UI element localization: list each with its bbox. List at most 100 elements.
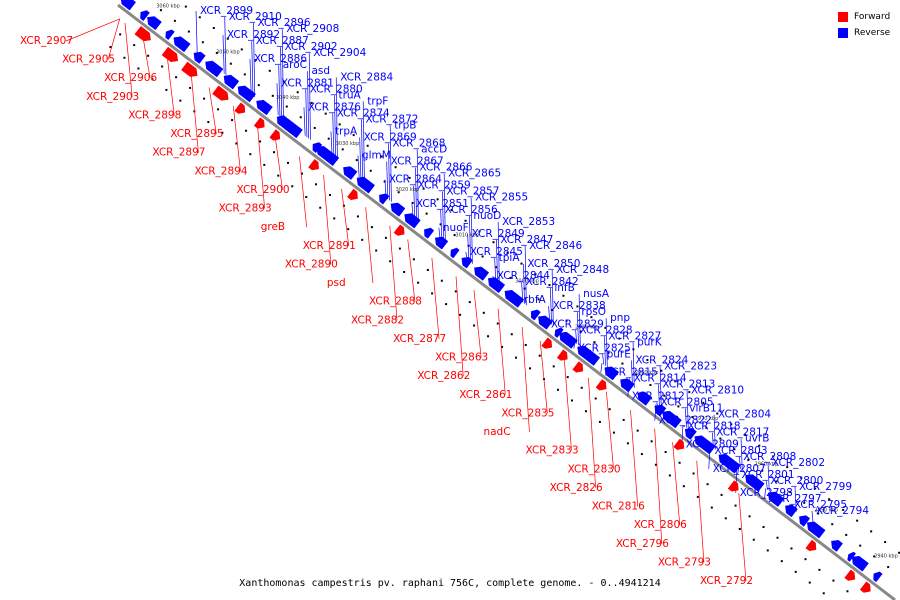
track-dot	[772, 455, 775, 458]
track-dot	[646, 358, 649, 361]
track-dot	[710, 506, 713, 509]
track-dot	[119, 33, 122, 36]
reverse-gene-label: XCR_2812	[632, 391, 685, 403]
track-dot	[814, 487, 817, 490]
leader-line	[389, 125, 392, 202]
forward-gene-label: nadC	[483, 426, 510, 438]
reverse-gene-label: XCR_2884	[340, 71, 393, 83]
track-dot	[198, 16, 201, 19]
track-dot	[579, 330, 582, 333]
reverse-gene-label: rpsO	[581, 306, 606, 318]
track-dot	[109, 46, 112, 49]
track-dot	[259, 140, 262, 143]
reverse-gene-label: XCR_2801	[742, 469, 795, 481]
scale-tick-label: 3040 kbp	[276, 95, 300, 101]
leader-line	[431, 257, 440, 339]
reverse-gene-label: XCR_2865	[448, 168, 501, 180]
reverse-gene-label: XCR_2881	[281, 77, 334, 89]
scale-tick-label: 2990 kbp	[575, 324, 599, 330]
track-dot	[257, 84, 260, 87]
track-dot	[538, 354, 541, 357]
reverse-gene-label: XCR_2842	[526, 276, 579, 288]
track-dot	[341, 148, 344, 151]
track-dot	[719, 437, 722, 440]
track-dot	[548, 284, 551, 287]
track-dot	[534, 273, 537, 276]
track-dot	[752, 538, 755, 541]
track-dot	[221, 131, 224, 134]
track-dot	[618, 337, 621, 340]
track-dot	[478, 230, 481, 233]
scale-tick-label: 3020 kbp	[396, 187, 420, 193]
forward-gene	[595, 379, 607, 391]
track-dot	[786, 466, 789, 469]
reverse-gene-label: XCR_2850	[527, 258, 580, 270]
forward-gene	[572, 361, 584, 373]
track-dot	[598, 420, 601, 423]
reverse-gene-label: asd	[311, 65, 330, 77]
forward-gene-label: XCR_2890	[285, 258, 338, 270]
leader-line	[659, 366, 662, 409]
forward-swatch	[838, 12, 848, 22]
tick-layer: 2940 kbp 2950 kbp 2960 kbp 2970 kbp 2980 kbp…	[156, 4, 898, 560]
reverse-gene	[121, 0, 137, 11]
legend-reverse-label: Reverse	[854, 28, 891, 38]
leader-line	[713, 414, 716, 450]
track-dot	[552, 365, 555, 368]
reverse-gene-label: rbfA	[524, 294, 547, 306]
leader-line	[251, 41, 254, 96]
reverse-gene-label: XCR_2864	[389, 174, 442, 186]
leader-line	[341, 188, 350, 246]
track-dot	[268, 69, 271, 72]
track-dot	[249, 153, 252, 156]
leader-line	[738, 456, 741, 470]
reverse-gene	[237, 85, 257, 103]
reverse-gene-label: XCR_2845	[470, 246, 523, 258]
forward-gene	[859, 581, 871, 593]
scale-tick-label: 3000 kbp	[515, 278, 539, 284]
leader-line	[443, 173, 446, 244]
leader-line	[497, 308, 506, 395]
track-dot	[803, 501, 806, 504]
leader-line	[357, 155, 360, 178]
reverse-gene-label: XCR_2825	[578, 342, 631, 354]
forward-gene-label: XCR_2816	[592, 501, 645, 513]
leader-line	[632, 342, 635, 388]
leader-line	[606, 391, 614, 470]
forward-gene-label: XCR_2806	[634, 519, 687, 531]
forward-gene-label: XCR_2835	[501, 407, 554, 419]
track-dot	[482, 311, 485, 314]
track-dot	[229, 62, 232, 65]
track-dot	[640, 453, 643, 456]
track-dot	[898, 551, 900, 554]
track-dot	[426, 268, 429, 271]
reverse-gene-label: nusA	[583, 288, 610, 300]
track-dot	[375, 249, 378, 252]
scale-tick-label: 2960 kbp	[755, 462, 779, 468]
track-dot	[604, 326, 607, 329]
reverse-gene	[694, 435, 716, 455]
track-dot	[663, 394, 666, 397]
scale-tick-label: 2970 kbp	[695, 416, 719, 422]
track-dot	[137, 67, 140, 70]
track-dot	[492, 241, 495, 244]
track-dot	[291, 185, 294, 188]
leader-line	[588, 377, 597, 488]
track-dot	[286, 161, 289, 164]
leader-line	[224, 17, 227, 76]
track-dot	[245, 129, 248, 132]
leader-line	[208, 87, 217, 135]
leader-line	[335, 77, 338, 161]
track-dot	[818, 568, 821, 571]
track-dot	[566, 376, 569, 379]
reverse-gene-label: XCR_2848	[556, 264, 609, 276]
leader-line	[278, 65, 281, 117]
track-dot	[459, 313, 462, 316]
forward-gene	[393, 224, 405, 236]
leader-line	[539, 340, 548, 414]
forward-gene	[253, 117, 265, 129]
forward-gene	[541, 337, 553, 349]
reverse-gene-label: XCR_2899	[200, 5, 253, 17]
reverse-gene-label: XCR_2851	[416, 198, 469, 210]
